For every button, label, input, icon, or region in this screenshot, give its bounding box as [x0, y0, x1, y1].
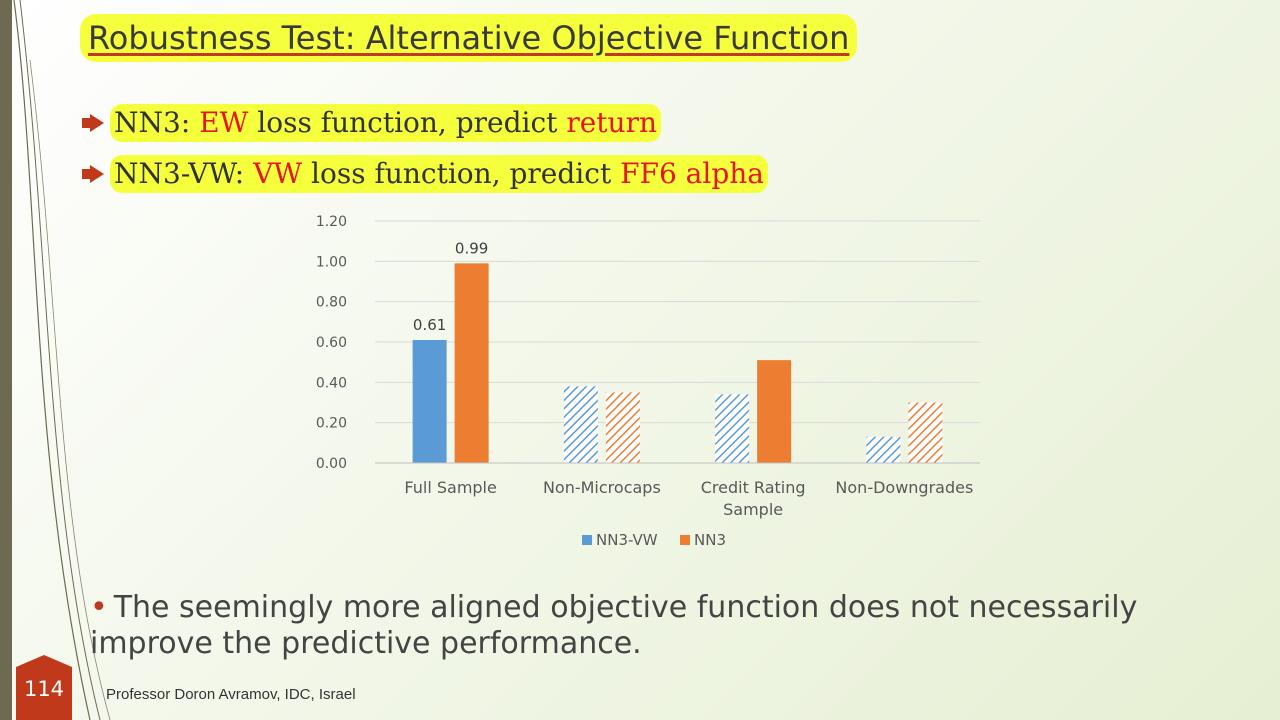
bullet-model: NN3-VW: — [114, 157, 254, 190]
bar-nn3 — [908, 402, 943, 463]
x-tick-label: Sample — [723, 500, 783, 519]
y-tick-label: 0.80 — [316, 295, 347, 311]
arrow-bullet-icon — [82, 165, 104, 183]
bar-chart: 0.00 0.20 0.40 0.60 0.80 1.00 1.20 0.61 0.99 Full… — [316, 214, 980, 549]
slide-number-badge: 114 — [16, 655, 72, 720]
data-label: 0.99 — [455, 239, 488, 257]
data-label: 0.61 — [413, 316, 446, 334]
bar-nn3-vw — [715, 394, 750, 463]
left-decoration-strip — [0, 0, 12, 720]
bar-nn3 — [605, 392, 640, 463]
bar-nn3-vw — [412, 339, 447, 463]
body-text: The seemingly more aligned objective fun… — [90, 590, 1138, 661]
bullet-target: return — [566, 106, 657, 139]
bullet-middle: loss function, predict — [248, 106, 567, 139]
bullet-text: NN3-VW: VW loss function, predict FF6 al… — [110, 155, 768, 193]
dot-bullet-icon: • — [90, 590, 108, 625]
y-tick-label: 0.00 — [316, 456, 347, 472]
y-tick-label: 1.00 — [316, 254, 347, 270]
bullet-text: NN3: EW loss function, predict return — [110, 104, 661, 142]
bar-nn3 — [757, 360, 792, 463]
legend-label: NN3 — [694, 531, 726, 549]
bar-nn3 — [454, 263, 489, 463]
bullet-loss-type: EW — [199, 106, 249, 139]
y-tick-label: 0.20 — [316, 416, 347, 432]
bullet-loss-type: VW — [253, 157, 303, 190]
y-tick-label: 1.20 — [316, 214, 347, 230]
bullet-middle: loss function, predict — [302, 157, 621, 190]
x-tick-label: Non-Downgrades — [835, 478, 973, 497]
bullet-model: NN3: — [114, 106, 200, 139]
body-paragraph: • The seemingly more aligned objective fu… — [90, 590, 1190, 662]
footer-text: Professor Doron Avramov, IDC, Israel — [106, 686, 356, 703]
legend-label: NN3-VW — [596, 531, 658, 549]
title-highlight: Robustness Test: Alternative Objective F… — [80, 14, 858, 62]
y-tick-label: 0.40 — [316, 375, 347, 391]
x-tick-label: Non-Microcaps — [543, 478, 661, 497]
decorative-curves — [13, 0, 111, 720]
arrow-bullet-icon — [82, 114, 104, 132]
bullet-nn3: NN3: EW loss function, predict return — [82, 104, 665, 142]
bullet-nn3-vw: NN3-VW: VW loss function, predict FF6 al… — [82, 155, 772, 193]
bar-nn3-vw — [866, 436, 901, 463]
x-tick-label: Credit Rating — [701, 478, 806, 497]
legend-swatch — [582, 535, 592, 545]
slide-number: 114 — [23, 677, 65, 701]
bullet-target: FF6 alpha — [620, 157, 764, 190]
slide-title: Robustness Test: Alternative Objective F… — [88, 19, 850, 57]
x-tick-label: Full Sample — [404, 478, 496, 497]
y-tick-label: 0.60 — [316, 335, 347, 351]
legend-swatch — [680, 535, 690, 545]
bar-nn3-vw — [563, 386, 598, 463]
